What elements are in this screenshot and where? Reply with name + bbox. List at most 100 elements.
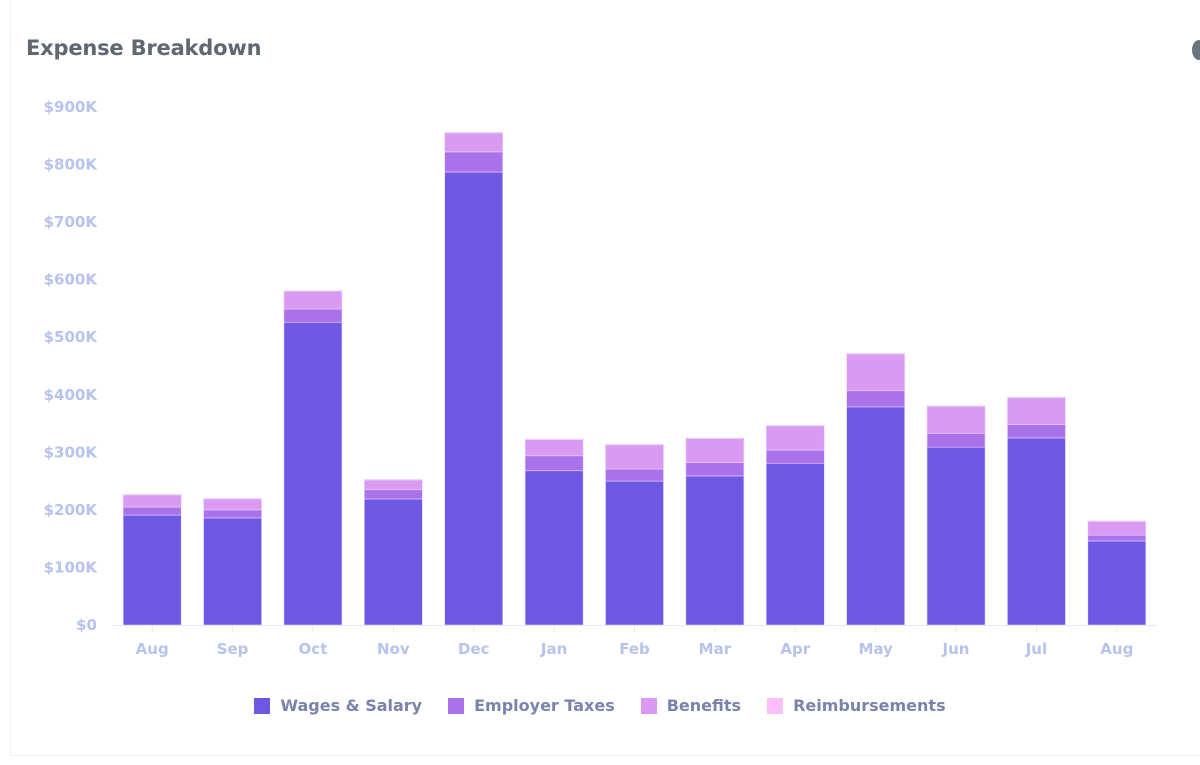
bar-stack[interactable] — [1087, 520, 1147, 626]
bar-segment-reimbursements[interactable] — [283, 290, 343, 292]
bar-segment-benefits[interactable] — [283, 290, 343, 310]
bar-segment-reimbursements[interactable] — [364, 479, 423, 481]
legend-item[interactable]: Reimbursements — [767, 696, 946, 715]
bar-segment-employer-taxes[interactable] — [1007, 424, 1066, 439]
bar-segment-wages-salary[interactable] — [605, 480, 664, 626]
bar-segment-employer-taxes[interactable] — [846, 390, 905, 408]
bar-segment-reimbursements[interactable] — [926, 405, 986, 407]
x-axis: Aug Sep Oct Nov Dec Jan Feb Mar Apr May Jun Jul Aug — [112, 625, 1157, 658]
bar-segment-wages-salary[interactable] — [444, 171, 504, 626]
bar-segment-reimbursements[interactable] — [444, 132, 504, 134]
bar-segment-wages-salary[interactable] — [283, 321, 343, 626]
legend-item[interactable]: Employer Taxes — [448, 696, 615, 715]
chart-legend: Wages & Salary Employer Taxes Benefits Reim… — [0, 696, 1200, 715]
bar-segment-employer-taxes[interactable] — [926, 433, 986, 448]
x-tick-label: Jun — [942, 640, 970, 658]
bar-segment-benefits[interactable] — [122, 494, 182, 508]
y-tick-label: $500K — [44, 328, 99, 346]
legend-swatch — [640, 697, 657, 714]
x-tick-label: Oct — [299, 640, 328, 658]
y-tick-label: $400K — [44, 386, 99, 404]
chart-card — [10, 0, 1200, 756]
bar-stack[interactable] — [283, 290, 343, 626]
bar-segment-reimbursements[interactable] — [1087, 520, 1147, 522]
x-tick-label: Jan — [540, 640, 567, 658]
bar-segment-wages-salary[interactable] — [524, 470, 584, 626]
bar-segment-wages-salary[interactable] — [1007, 437, 1066, 626]
bar-segment-benefits[interactable] — [444, 132, 504, 153]
bar-segment-benefits[interactable] — [765, 425, 825, 451]
bar-segment-benefits[interactable] — [524, 439, 584, 457]
bar-stack[interactable] — [122, 494, 182, 626]
bar-stack[interactable] — [364, 479, 423, 626]
legend-swatch — [448, 697, 465, 714]
bar-segment-employer-taxes[interactable] — [685, 462, 745, 477]
x-tick-label: Aug — [136, 640, 169, 658]
bar-stack[interactable] — [685, 437, 745, 626]
y-tick-label: $900K — [44, 98, 99, 116]
legend-item[interactable]: Benefits — [640, 696, 742, 715]
bar-segment-employer-taxes[interactable] — [203, 509, 262, 519]
bar-segment-reimbursements[interactable] — [524, 438, 584, 440]
legend-label: Wages & Salary — [280, 696, 423, 715]
bar-stack[interactable] — [765, 424, 825, 626]
bar-segment-reimbursements[interactable] — [846, 353, 905, 355]
bar-segment-employer-taxes[interactable] — [605, 468, 664, 482]
bar-segment-reimbursements[interactable] — [1007, 396, 1066, 398]
bar-segment-employer-taxes[interactable] — [283, 308, 343, 323]
bar-segment-reimbursements[interactable] — [605, 443, 664, 446]
bar-segment-benefits[interactable] — [1087, 521, 1147, 536]
bar-segment-benefits[interactable] — [926, 405, 986, 434]
bar-segment-benefits[interactable] — [203, 498, 262, 511]
legend-item[interactable]: Wages & Salary — [254, 696, 422, 715]
bar-segment-wages-salary[interactable] — [122, 514, 182, 626]
bar-segment-employer-taxes[interactable] — [1087, 534, 1147, 542]
x-tick-label: Feb — [619, 640, 650, 658]
x-tick-label: Nov — [377, 640, 410, 658]
x-tick-label: Dec — [458, 640, 490, 658]
bar-segment-wages-salary[interactable] — [926, 446, 986, 626]
x-tick-label: May — [858, 640, 893, 658]
bar-segment-benefits[interactable] — [605, 444, 664, 470]
legend-swatch — [767, 697, 784, 714]
bar-segment-employer-taxes[interactable] — [122, 506, 182, 516]
bar-stack[interactable] — [444, 132, 504, 626]
bar-segment-reimbursements[interactable] — [685, 437, 745, 439]
bar-segment-benefits[interactable] — [364, 479, 423, 491]
legend-label: Employer Taxes — [474, 696, 615, 715]
legend-label: Reimbursements — [793, 696, 946, 715]
bar-segment-benefits[interactable] — [685, 438, 745, 463]
legend-swatch — [254, 697, 271, 714]
bar-segment-wages-salary[interactable] — [203, 517, 262, 626]
y-tick-label: $600K — [44, 271, 99, 289]
bar-segment-wages-salary[interactable] — [685, 475, 745, 626]
bar-stack[interactable] — [926, 405, 986, 626]
bar-segment-reimbursements[interactable] — [203, 498, 262, 500]
bar-segment-wages-salary[interactable] — [364, 498, 423, 626]
x-tick-label: Sep — [217, 640, 249, 658]
options-icon[interactable] — [1192, 40, 1200, 60]
bar-segment-benefits[interactable] — [1007, 397, 1066, 426]
bar-segment-wages-salary[interactable] — [765, 462, 825, 626]
bar-segment-wages-salary[interactable] — [846, 406, 905, 626]
bar-segment-employer-taxes[interactable] — [765, 449, 825, 464]
bar-segment-employer-taxes[interactable] — [524, 455, 584, 472]
x-tick-label: Apr — [780, 640, 810, 658]
y-axis: $0 $100K $200K $300K $400K $500K $600K $700K $80… — [44, 98, 99, 634]
bar-segment-employer-taxes[interactable] — [364, 489, 423, 500]
bar-segment-employer-taxes[interactable] — [444, 151, 504, 173]
bar-segment-reimbursements[interactable] — [122, 494, 182, 496]
legend-label: Benefits — [666, 696, 742, 715]
bar-stack[interactable] — [1007, 396, 1066, 626]
bar-segment-wages-salary[interactable] — [1087, 540, 1147, 626]
bar-segment-reimbursements[interactable] — [765, 424, 825, 427]
bar-stack[interactable] — [846, 353, 905, 626]
x-tick-label: Mar — [699, 640, 732, 658]
bar-stack[interactable] — [605, 443, 664, 626]
bar-stack[interactable] — [203, 498, 262, 626]
y-tick-label: $300K — [44, 443, 99, 461]
bar-stack[interactable] — [524, 438, 584, 626]
stacked-bar-chart: $0 $100K $200K $300K $400K $500K $600K $700K $80… — [44, 98, 1157, 658]
bar-segment-benefits[interactable] — [846, 353, 905, 392]
x-tick-label: Jul — [1025, 640, 1047, 658]
